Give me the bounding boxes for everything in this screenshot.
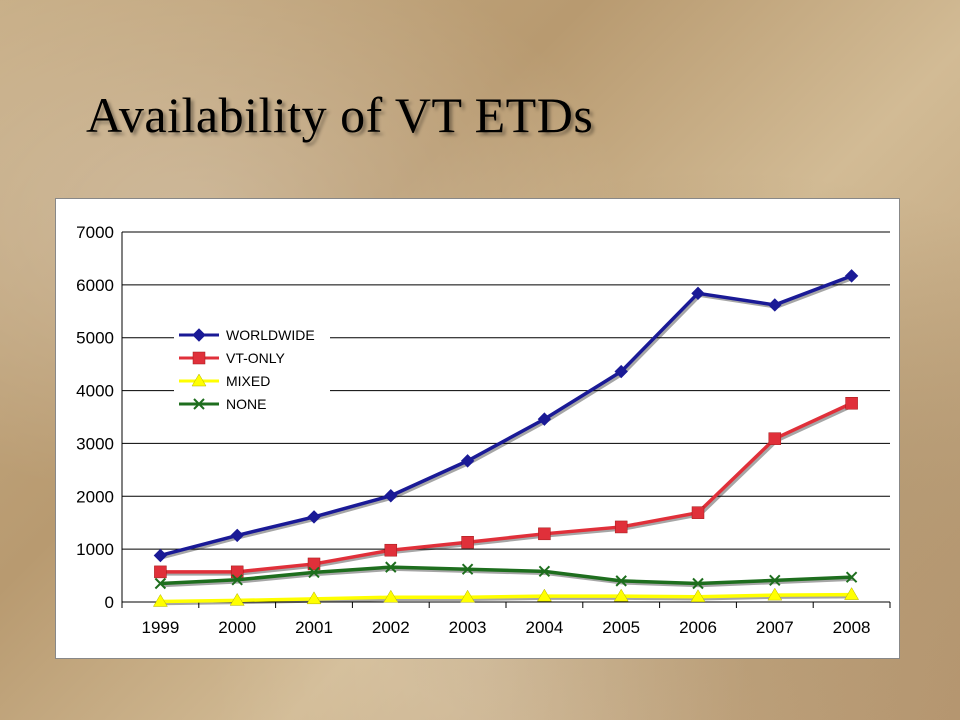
data-point-worldwide bbox=[230, 528, 244, 543]
x-tick-label: 2004 bbox=[525, 618, 563, 637]
series-vt-only bbox=[154, 397, 858, 579]
data-point-vt-only bbox=[614, 520, 628, 534]
legend-marker bbox=[191, 373, 207, 387]
legend-label: VT-ONLY bbox=[226, 350, 286, 366]
series-line-shadow bbox=[162, 594, 854, 606]
series-line-worldwide bbox=[159, 274, 853, 558]
data-point-mixed bbox=[690, 589, 706, 602]
series-none bbox=[154, 561, 858, 590]
legend-label: NONE bbox=[226, 396, 266, 412]
x-tick-label: 2006 bbox=[679, 618, 717, 637]
data-point-worldwide bbox=[153, 548, 168, 563]
y-tick-label: 6000 bbox=[76, 276, 114, 295]
data-point-none bbox=[692, 577, 704, 590]
series-line-vt-only bbox=[160, 401, 853, 574]
data-point-none bbox=[615, 575, 627, 587]
line-chart: 0 1000 2000 3000 4000 5000 6000 7000 1999 2000 200… bbox=[76, 223, 891, 637]
data-point-vt-only bbox=[461, 536, 474, 549]
data-point-worldwide bbox=[307, 510, 321, 524]
data-point-worldwide bbox=[844, 269, 859, 283]
data-point-vt-only bbox=[845, 397, 858, 410]
data-point-vt-only bbox=[691, 506, 705, 519]
data-point-worldwide bbox=[691, 286, 705, 301]
data-point-none bbox=[154, 577, 167, 590]
data-point-worldwide bbox=[614, 364, 628, 379]
data-point-vt-only bbox=[154, 565, 167, 579]
x-tick-label: 2000 bbox=[218, 618, 256, 637]
data-point-mixed bbox=[383, 589, 399, 603]
data-point-mixed bbox=[229, 592, 245, 606]
series-line-shadow bbox=[162, 567, 854, 588]
legend-item-mixed: MIXED bbox=[179, 373, 270, 389]
legend-item-none: NONE bbox=[179, 396, 266, 412]
data-point-mixed bbox=[306, 591, 322, 605]
data-point-mixed bbox=[767, 587, 783, 601]
series-worldwide bbox=[153, 269, 859, 563]
x-tick-label: 1999 bbox=[141, 618, 179, 637]
chart-panel: 0 1000 2000 3000 4000 5000 6000 7000 1999 2000 200… bbox=[55, 198, 900, 659]
data-point-mixed bbox=[844, 587, 860, 600]
legend-marker bbox=[192, 351, 206, 365]
series-lines bbox=[152, 269, 860, 607]
x-tick-label: 2005 bbox=[602, 618, 640, 637]
data-point-worldwide bbox=[384, 489, 398, 503]
legend-item-worldwide: WORLDWIDE bbox=[179, 327, 315, 343]
legend: WORLDWIDE VT-ONLY MIXED NONE bbox=[174, 322, 330, 422]
data-point-mixed bbox=[536, 588, 552, 602]
x-tick-label: 2007 bbox=[756, 618, 794, 637]
axes: 0 1000 2000 3000 4000 5000 6000 7000 1999 2000 200… bbox=[76, 223, 891, 637]
x-tick-label: 2002 bbox=[372, 618, 410, 637]
data-point-mixed bbox=[152, 593, 168, 607]
y-tick-label: 5000 bbox=[76, 329, 114, 348]
data-point-vt-only bbox=[538, 527, 551, 541]
x-tick-label: 2008 bbox=[833, 618, 871, 637]
series-line-mixed bbox=[160, 592, 852, 604]
data-point-mixed bbox=[613, 588, 629, 602]
data-point-none bbox=[538, 565, 551, 578]
data-point-worldwide bbox=[460, 454, 475, 468]
y-tick-label: 4000 bbox=[76, 382, 114, 401]
y-tick-label: 2000 bbox=[76, 487, 114, 506]
data-point-none bbox=[385, 561, 397, 573]
data-point-worldwide bbox=[537, 412, 552, 426]
data-point-mixed bbox=[460, 589, 476, 603]
data-point-none bbox=[845, 571, 858, 583]
legend-marker bbox=[192, 328, 206, 342]
series-mixed bbox=[152, 587, 860, 607]
data-point-worldwide bbox=[768, 298, 782, 312]
legend-label: WORLDWIDE bbox=[226, 327, 315, 343]
y-tick-label: 1000 bbox=[76, 540, 114, 559]
y-tick-label: 7000 bbox=[76, 223, 114, 242]
y-tick-label: 0 bbox=[105, 593, 114, 612]
data-point-vt-only bbox=[384, 543, 398, 557]
data-point-none bbox=[231, 574, 243, 586]
data-point-vt-only bbox=[230, 565, 244, 579]
series-line-none bbox=[160, 565, 852, 586]
data-point-vt-only bbox=[307, 557, 321, 571]
legend-marker bbox=[193, 398, 205, 410]
slide-title: Availability of VT ETDs bbox=[86, 87, 594, 143]
x-tick-label: 2003 bbox=[449, 618, 487, 637]
data-point-vt-only bbox=[768, 432, 782, 445]
data-point-none bbox=[769, 574, 781, 587]
data-point-none bbox=[308, 566, 320, 579]
data-point-none bbox=[461, 563, 474, 575]
y-tick-label: 3000 bbox=[76, 434, 114, 453]
legend-label: MIXED bbox=[226, 373, 270, 389]
legend-item-vt-only: VT-ONLY bbox=[179, 350, 286, 366]
x-tick-label: 2001 bbox=[295, 618, 333, 637]
series-line-shadow bbox=[162, 403, 855, 576]
